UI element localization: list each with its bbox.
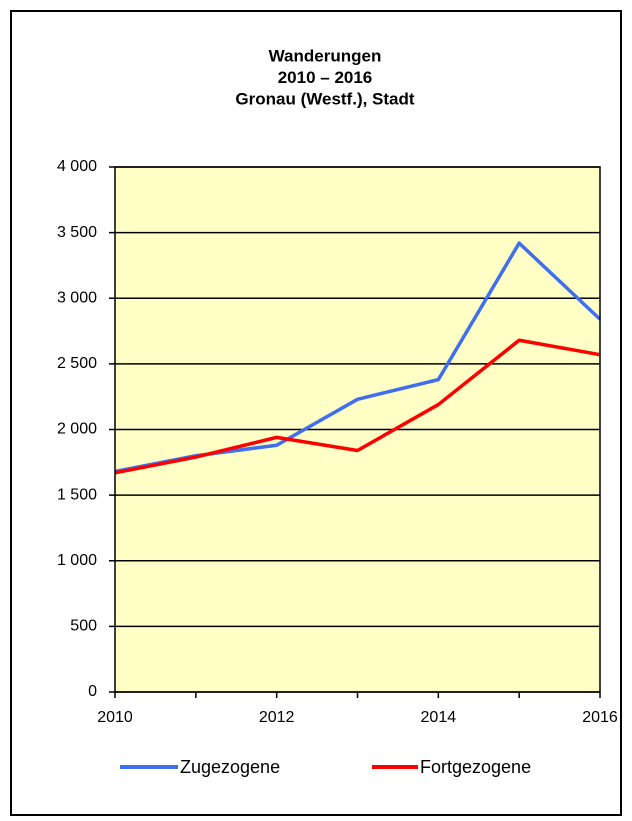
y-tick-label: 1 000: [57, 552, 97, 569]
x-tick-label: 2010: [97, 709, 133, 726]
y-tick-label: 3 500: [57, 224, 97, 241]
legend-label: Zugezogene: [180, 757, 280, 777]
x-tick-label: 2012: [259, 709, 295, 726]
line-series: [114, 338, 601, 475]
y-tick-label: 1 500: [57, 486, 97, 503]
chart-title: Wanderungen: [269, 46, 382, 65]
y-tick-label: 2 500: [57, 355, 97, 372]
y-tick-label: 500: [70, 618, 97, 635]
x-tick-label: 2016: [582, 709, 618, 726]
x-tick-label: 2014: [421, 709, 457, 726]
plot-border: [114, 166, 601, 693]
y-tick-label: 0: [88, 683, 97, 700]
chart-title: 2010 – 2016: [278, 68, 373, 87]
chart-title: Gronau (Westf.), Stadt: [235, 89, 414, 108]
y-tick-label: 2 000: [57, 421, 97, 438]
y-tick-label: 3 000: [57, 289, 97, 306]
y-tick-label: 4 000: [57, 158, 97, 175]
legend-label: Fortgezogene: [420, 757, 531, 777]
